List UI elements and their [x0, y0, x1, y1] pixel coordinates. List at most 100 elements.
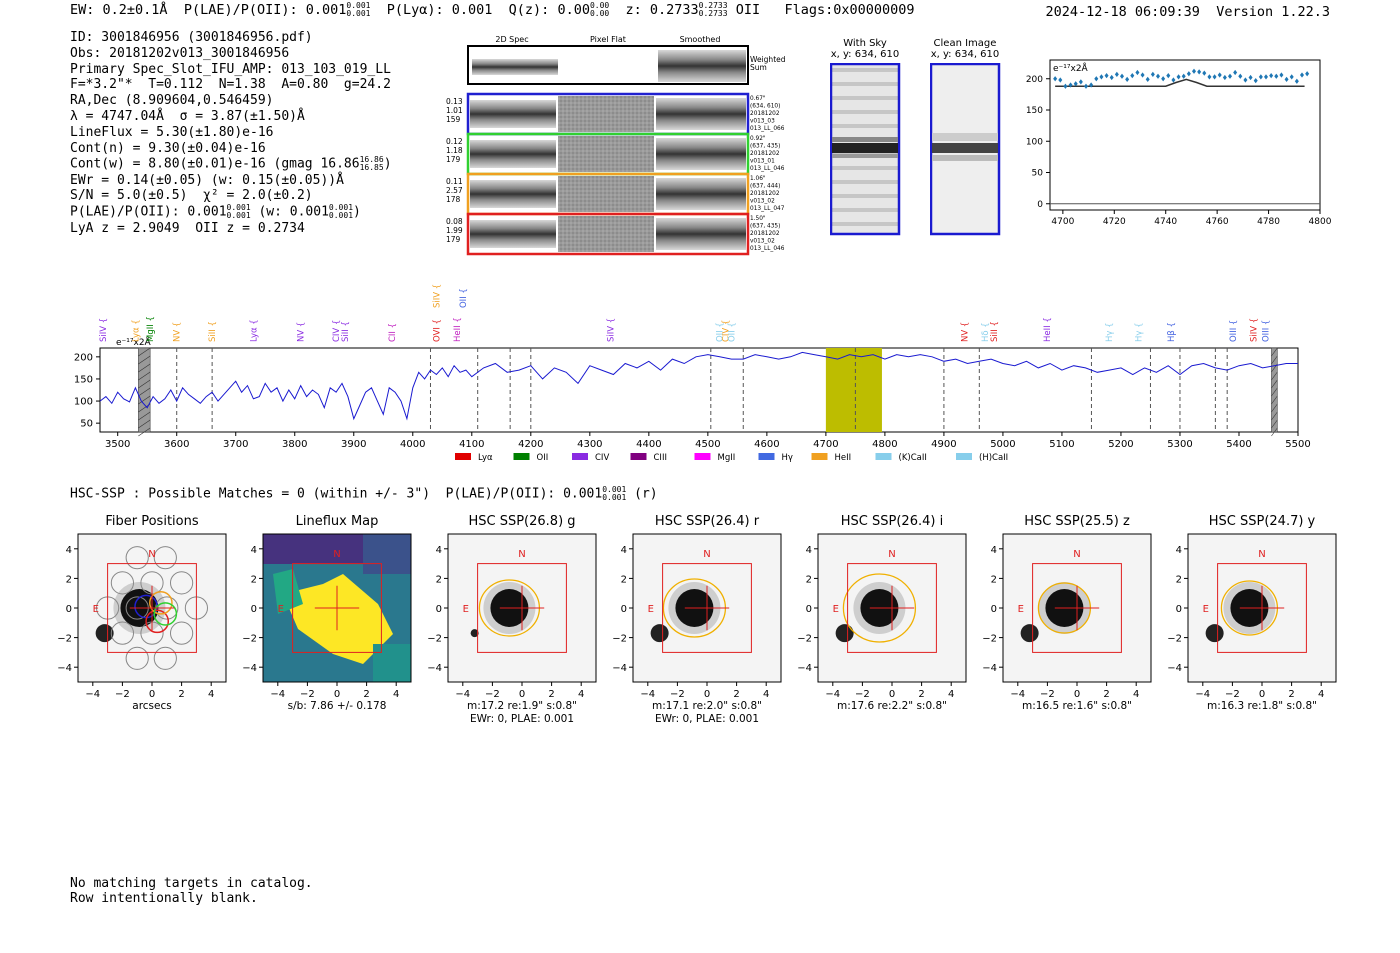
- clean-image-coords: x, y: 634, 610: [930, 49, 1000, 60]
- header-qz-hi: 0.00: [589, 1, 610, 10]
- spectrum-legend-label: (K)CaII: [899, 453, 927, 463]
- info-plae-lo: 0.001: [226, 211, 251, 221]
- zoom-data-point: [1166, 73, 1171, 79]
- zoom-data-point: [1238, 73, 1243, 79]
- neighbor-source: [95, 624, 114, 643]
- cutout-row-meta: 20181202: [750, 191, 780, 197]
- header-datetime: 2024-12-18 06:09:39: [1045, 4, 1200, 20]
- zoom-data-point: [1222, 74, 1227, 81]
- header-flags: Flags:0x00000009: [784, 2, 915, 18]
- cutout-row-meta: 0.67": [750, 96, 766, 102]
- panel-xtick-label: 0: [334, 689, 340, 700]
- cutout-header-smoothed: Smoothed: [680, 35, 721, 44]
- spectrum-xtick-label: 5000: [990, 439, 1015, 450]
- search-box: [847, 563, 937, 653]
- spectrum-frame: [99, 347, 1299, 433]
- cutout-row-meta: 013_LL_046: [750, 246, 785, 252]
- spectrum-hatch-line: [1271, 371, 1278, 381]
- panel-title: Lineflux Map: [296, 514, 379, 529]
- spectrum-line-label: OVI {: [432, 319, 442, 342]
- panel-xtick-label: −4: [85, 689, 100, 700]
- zoom-data-point: [1171, 77, 1176, 83]
- panel-xtick-label: 2: [733, 689, 739, 700]
- panel-xlabel: m:17.2 re:1.9" s:0.8": [467, 700, 577, 712]
- panel-ytick-label: 0: [251, 604, 257, 615]
- spectrum-line-label: NV {: [961, 322, 971, 342]
- panel-ytick-label: 0: [66, 604, 72, 615]
- spec-cutout: [470, 180, 556, 208]
- spectrum-xtick-label: 5100: [1049, 439, 1074, 450]
- cutout-row-stat: 0.12: [446, 137, 463, 146]
- spectrum-ytick-label: 200: [74, 352, 93, 363]
- spectrum-xtick-label: 4700: [813, 439, 838, 450]
- clean-image-title: Clean Image x, y: 634, 610: [922, 38, 1008, 60]
- panel-ytick-label: −2: [57, 634, 72, 645]
- spectrum-hatch-line: [1271, 395, 1278, 405]
- info-plae: P(LAE)/P(OII): 0.001: [70, 204, 227, 220]
- info-radec: RA,Dec (8.909604,0.546459): [70, 93, 274, 109]
- panel-ytick-label: 4: [1176, 545, 1182, 556]
- fiber-circle: [170, 571, 194, 595]
- cutout-row-meta: 013_LL_047: [750, 206, 785, 212]
- panel-ytick-label: −4: [612, 663, 627, 674]
- panel-xtick-label: 0: [704, 689, 710, 700]
- info-plae-w-lo: 0.001: [328, 211, 354, 221]
- zoom-xtick-label: 4780: [1257, 217, 1280, 227]
- spectrum-line-label: CII {: [388, 323, 398, 342]
- spectrum-line-label: OIII {: [1229, 320, 1239, 342]
- cutout-row-frame: [466, 212, 750, 256]
- zoom-ytick-label: 150: [1026, 106, 1043, 116]
- compass-east: E: [648, 604, 654, 615]
- cutout-row-meta: 0.92": [750, 136, 766, 142]
- fiber-highlight: [153, 602, 178, 626]
- panel-xtick-label: 2: [918, 689, 924, 700]
- info-ewr: EWr = 0.14(±0.05) (w: 0.15(±0.05))Å: [70, 172, 344, 188]
- zoom-data-point: [1181, 73, 1186, 79]
- spectrum-xtick-label: 4100: [459, 439, 484, 450]
- search-box: [1217, 563, 1307, 653]
- search-box: [292, 563, 382, 653]
- cutout-row-stat: 1.18: [446, 146, 463, 155]
- spectrum-line: [99, 351, 1298, 421]
- panel-xtick-label: −4: [270, 689, 285, 700]
- panel-title: HSC SSP(26.4) r: [655, 514, 760, 529]
- compass-east: E: [278, 604, 284, 615]
- panel-title: HSC SSP(26.8) g: [468, 514, 575, 529]
- spectrum-line-label: MgII {: [146, 316, 156, 342]
- spectrum-line-label: SiIV {: [606, 318, 616, 342]
- footer-line2: Row intentionally blank.: [70, 891, 258, 906]
- spectrum-xtick-label: 4800: [872, 439, 897, 450]
- zoom-data-point: [1109, 74, 1114, 81]
- spectrum-line-label: OIII {: [1262, 320, 1272, 342]
- compass-north: N: [518, 549, 525, 560]
- panel-ytick-label: −2: [612, 634, 627, 645]
- header-qz: Q(z): 0.00: [508, 2, 590, 18]
- spectrum-hatch-line: [1271, 347, 1278, 357]
- spectrum-ytick-label: 100: [74, 397, 93, 408]
- info-obs: Obs: 20181202v013_3001846956: [70, 45, 290, 61]
- spectrum-xtick-label: 4400: [636, 439, 661, 450]
- spectrum-line-label: HeII {: [453, 317, 463, 342]
- cutout-row-meta: (634, 610): [750, 104, 780, 110]
- smoothed-cutout: [656, 98, 746, 130]
- zoom-data-point: [1161, 76, 1166, 82]
- spectrum-line-label: SiIV {: [1250, 318, 1260, 342]
- zoom-data-point: [1125, 76, 1130, 82]
- zoom-ytick-label: 100: [1026, 137, 1043, 147]
- info-lineflux: LineFlux = 5.30(±1.80)e-16: [70, 124, 274, 140]
- spectrum-hatch-line: [1271, 403, 1278, 413]
- panel-ytick-label: 0: [436, 604, 442, 615]
- spectrum-legend-swatch: [875, 453, 892, 460]
- info-gmag-lo: 16.85: [359, 163, 384, 173]
- zoom-data-point: [1053, 76, 1058, 82]
- with-sky-title: With Sky x, y: 634, 610: [822, 38, 908, 60]
- panel-xtick-label: 4: [578, 689, 584, 700]
- panel-ytick-label: −2: [242, 634, 257, 645]
- spectrum-legend-label: (H)CaII: [979, 453, 1008, 463]
- zoom-data-point: [1135, 69, 1140, 76]
- zoom-data-point: [1068, 82, 1073, 88]
- info-primary: Primary Spec_Slot_IFU_AMP: 013_103_019_L…: [70, 61, 391, 77]
- spectrum-line-label: Hδ {: [981, 322, 991, 342]
- spectrum-hatch-line: [1271, 387, 1278, 397]
